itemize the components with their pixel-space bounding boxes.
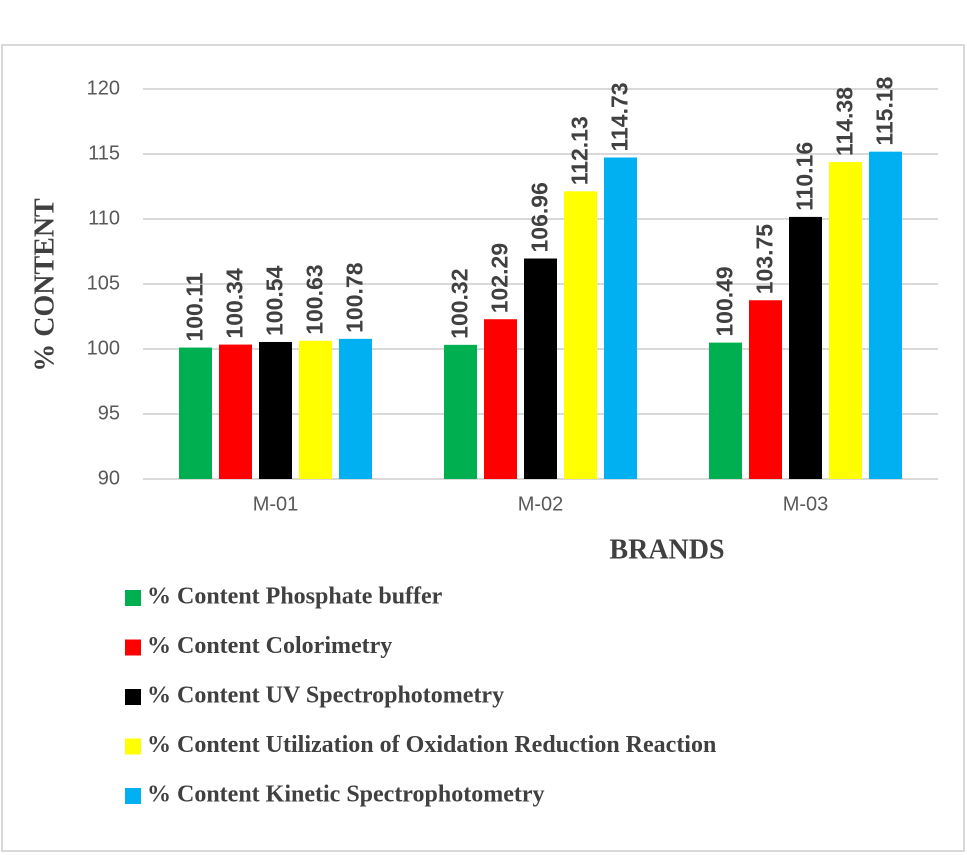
legend-swatch [125,689,141,705]
y-tick-label: 95 [98,402,120,424]
legend-label: % Content Colorimetry [147,633,392,659]
data-label: 114.38 [832,87,858,156]
bar [564,191,597,479]
legend-label: % Content UV Spectrophotometry [147,683,504,709]
legend-swatch [125,738,141,755]
y-tick-label: 120 [87,77,120,99]
bar [179,347,212,479]
data-label: 106.96 [527,182,553,252]
y-tick-label: 105 [87,272,120,294]
legend-label: % Content Phosphate buffer [147,584,443,610]
bar [709,342,742,479]
data-label: 112.13 [567,116,593,185]
x-axis-title: BRANDS [609,534,724,565]
bar [444,344,477,479]
y-tick-label: 110 [88,207,120,229]
data-label: 100.49 [712,266,738,336]
legend-swatch [125,639,141,656]
bar [604,157,637,479]
y-tick-label: 115 [88,142,120,164]
x-tick-label: M-01 [253,493,299,515]
data-label: 110.16 [792,142,818,211]
data-label: 100.11 [182,272,208,341]
legend-label: % Content Kinetic Spectrophotometry [147,782,545,808]
bar [299,340,332,479]
data-label: 114.73 [607,82,633,151]
bar [484,319,517,479]
bar [259,341,292,479]
data-label: 100.54 [262,265,288,336]
bar [339,338,372,479]
data-label: 115.18 [872,76,898,145]
data-label: 100.32 [447,268,473,338]
y-tick-label: 90 [98,467,120,489]
x-tick-label: M-03 [783,493,829,515]
bar [524,258,557,479]
legend-label: % Content Utilization of Oxidation Reduc… [147,732,716,758]
data-label: 100.78 [342,262,368,333]
data-label: 100.34 [222,268,248,339]
data-label: 103.75 [752,224,778,295]
bar [869,151,902,479]
y-axis-title: % CONTENT [29,198,60,372]
legend-swatch [125,788,141,804]
bar [789,216,822,480]
y-tick-label: 100 [87,337,120,359]
bar [829,162,862,479]
bar [749,300,782,479]
bar [219,344,252,479]
data-label: 102.29 [487,243,513,313]
legend-swatch [125,590,141,606]
data-label: 100.63 [302,264,328,334]
x-tick-label: M-02 [518,493,564,515]
